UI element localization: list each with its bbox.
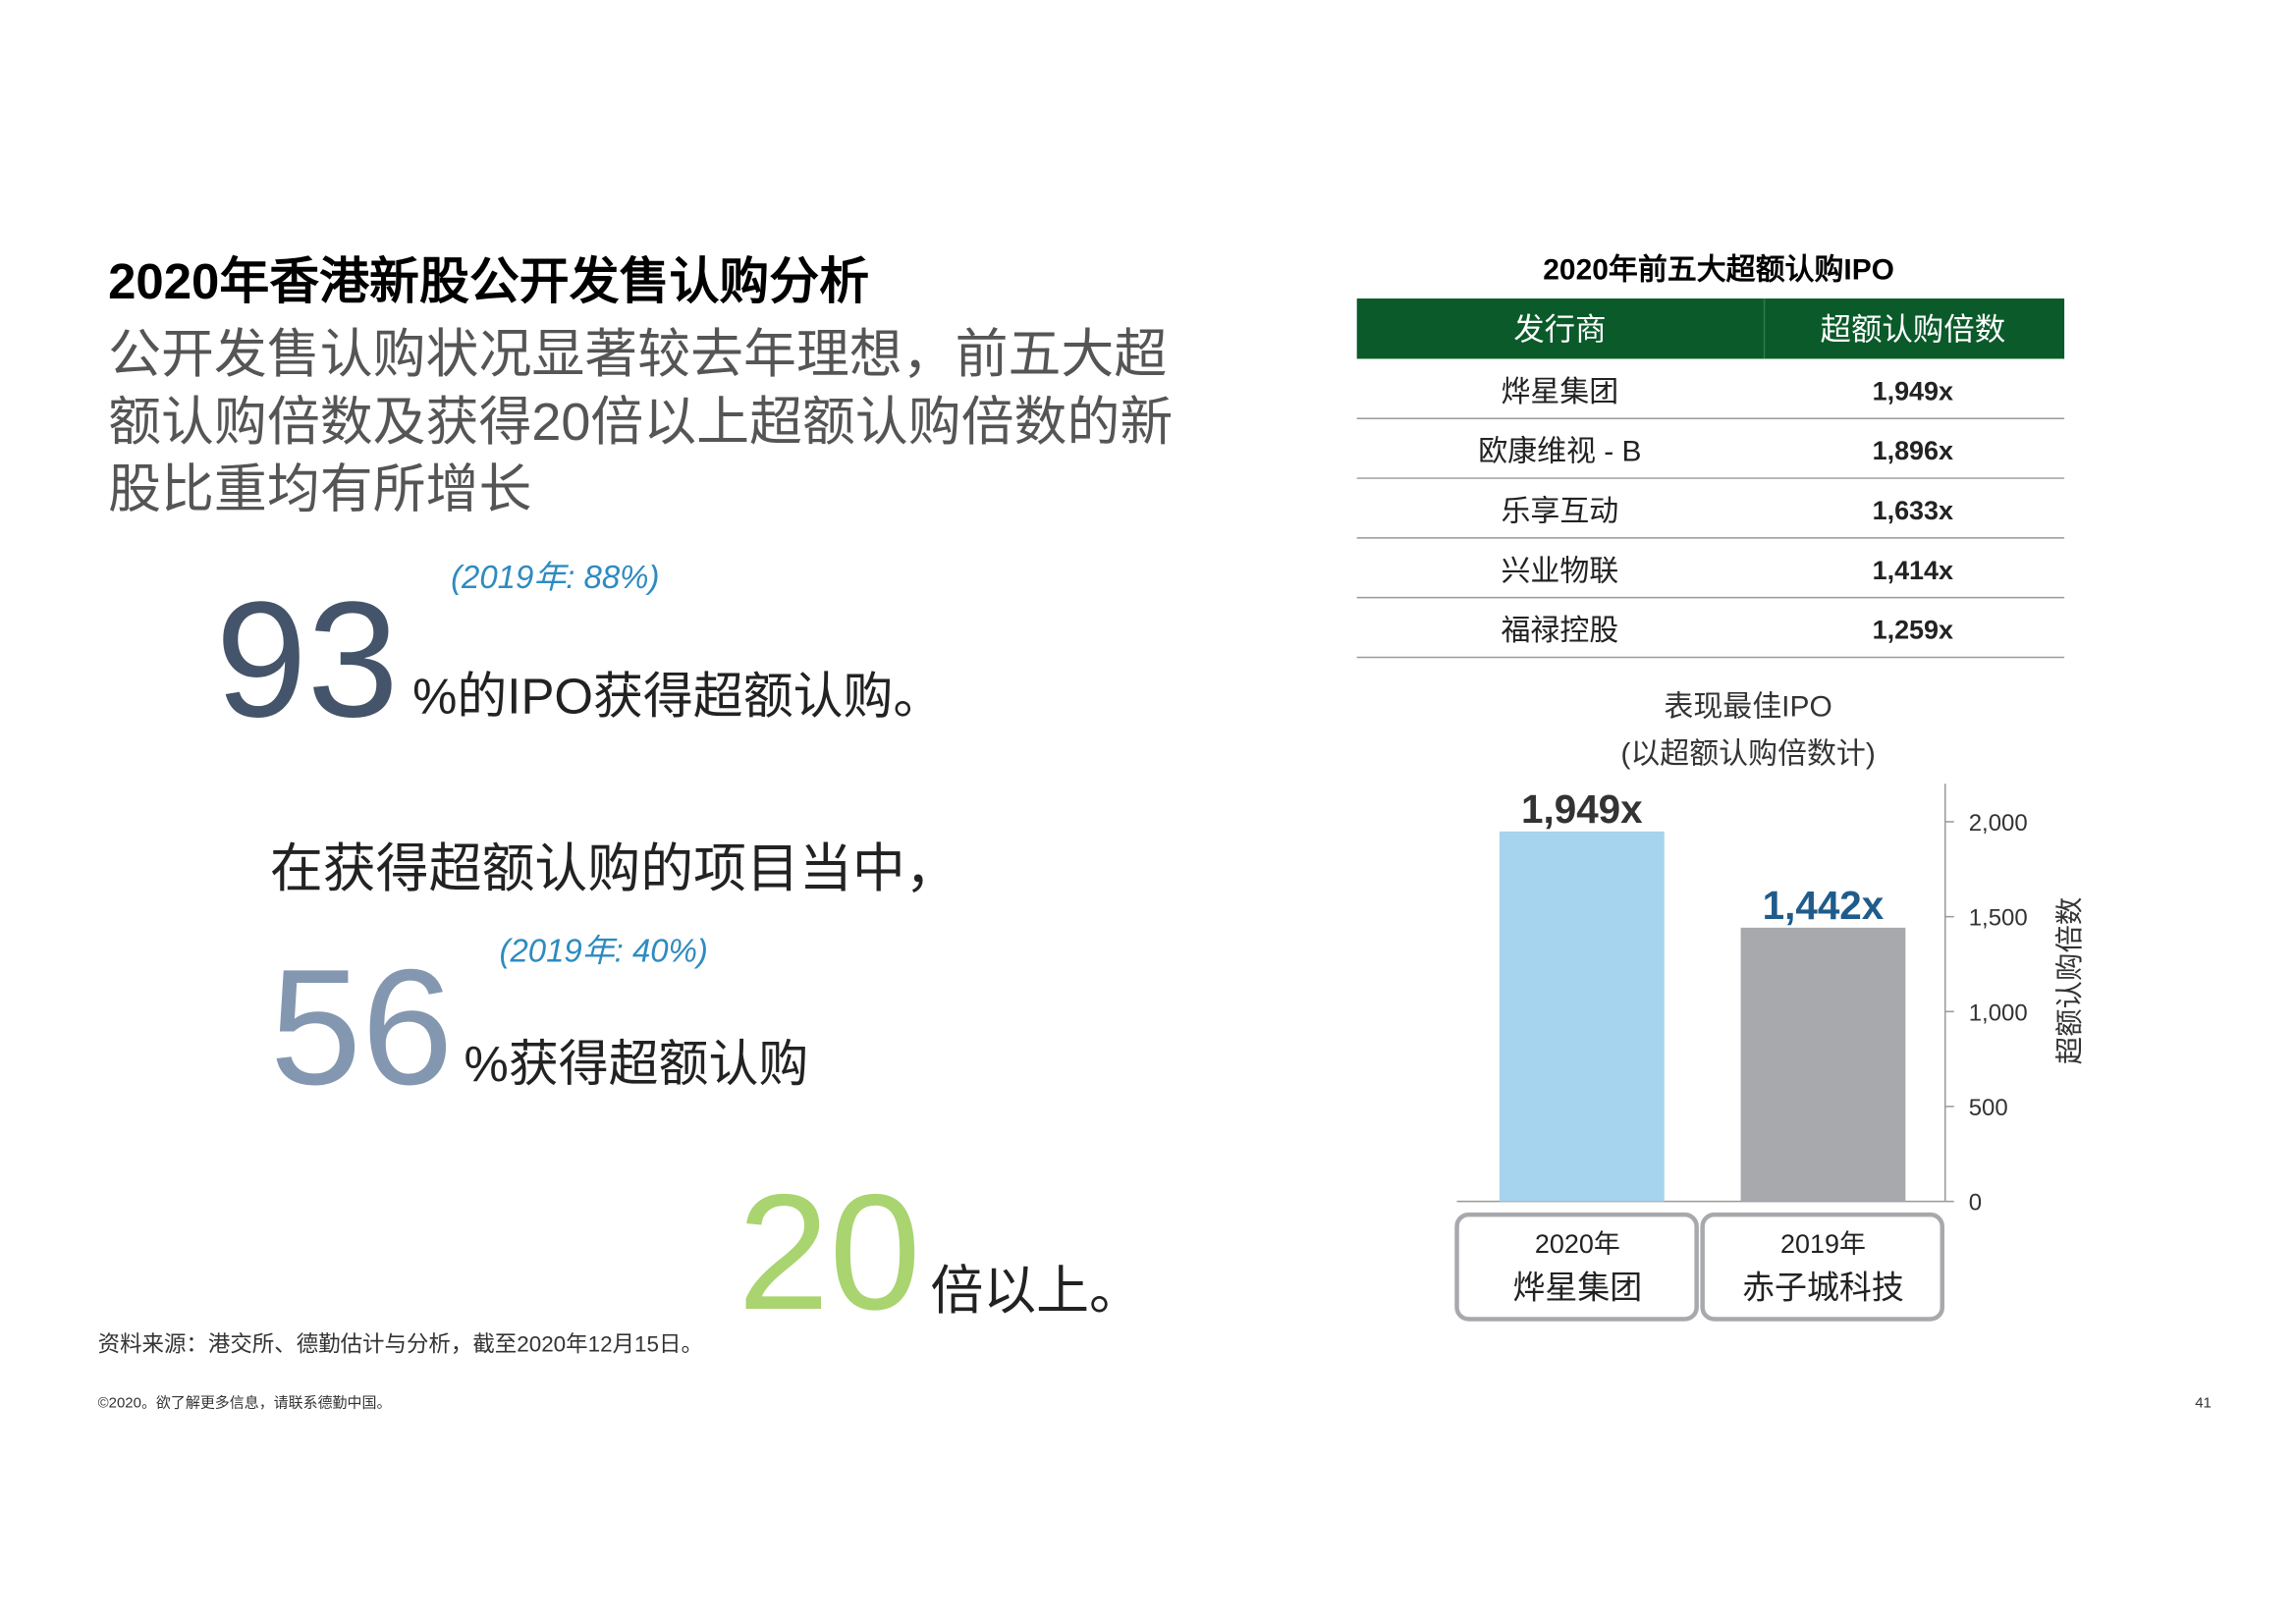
subtitle-line: 股比重均有所增长 xyxy=(108,460,531,519)
category-box xyxy=(1454,1212,1699,1322)
bar-chart: 表现最佳IPO (以超额认购倍数计) 0 500 1,000 1,500 2,000 超额认购… xyxy=(1454,690,2086,1322)
title: 2020年香港新股公开发售认购分析 xyxy=(108,253,869,309)
issuer: 福禄控股 xyxy=(1501,615,1618,647)
prior-year: (2019年: 40%) xyxy=(499,933,707,969)
page-number: 41 xyxy=(2195,1394,2212,1411)
bar xyxy=(1740,927,1906,1202)
y-tick-label: 1,500 xyxy=(1969,905,2028,932)
issuer: 欧康维视 - B xyxy=(1478,436,1641,468)
category-label: 烨星集团 xyxy=(1512,1269,1642,1305)
y-tick-label: 1,000 xyxy=(1969,1000,2028,1026)
stat-number: 56 xyxy=(270,935,454,1119)
multiple: 1,259x xyxy=(1873,616,1953,645)
chart-title: (以超额认购倍数计) xyxy=(1620,737,1875,770)
chart-title: 表现最佳IPO xyxy=(1664,690,1831,723)
table-body: 烨星集团 1,949x 欧康维视 - B 1,896x 乐享互动 1,633x 兴业物联 1,… xyxy=(1356,376,2065,659)
stat-intro: 在获得超额认购的项目当中， xyxy=(270,839,958,898)
stat-text: %的IPO获得超额认购。 xyxy=(412,668,943,724)
table-header: 超额认购倍数 xyxy=(1821,312,2006,347)
y-tick-label: 0 xyxy=(1969,1190,1982,1216)
stat-text: 倍以上。 xyxy=(930,1262,1142,1321)
category-box xyxy=(1700,1212,1945,1322)
y-tick-label: 500 xyxy=(1969,1095,2008,1121)
table-title: 2020年前五大超额认购IPO xyxy=(1543,254,1894,287)
stat-text: %获得超额认购 xyxy=(465,1036,809,1092)
subtitle-line: 公开发售认购状况显著较去年理想，前五大超 xyxy=(108,325,1167,384)
stat-number: 20 xyxy=(738,1160,921,1344)
multiple: 1,414x xyxy=(1873,556,1953,585)
table-header: 发行商 xyxy=(1513,312,1606,347)
y-tick-label: 2,000 xyxy=(1969,810,2028,837)
category-label: 赤子城科技 xyxy=(1742,1269,1904,1305)
issuer: 乐享互动 xyxy=(1501,495,1618,527)
footer: ©2020。欲了解更多信息，请联系德勤中国。 xyxy=(98,1393,392,1411)
issuer: 兴业物联 xyxy=(1501,555,1618,587)
stat-number: 93 xyxy=(215,567,399,751)
value-label: 1,949x xyxy=(1521,786,1643,832)
source: 资料来源：港交所、德勤估计与分析，截至2020年12月15日。 xyxy=(98,1331,703,1356)
multiple: 1,949x xyxy=(1873,376,1953,406)
multiple: 1,633x xyxy=(1873,496,1953,525)
bar xyxy=(1499,831,1665,1202)
y-axis-label: 超额认购倍数 xyxy=(2054,897,2086,1065)
prior-year: (2019年: 88%) xyxy=(451,559,659,595)
table-header-bg xyxy=(1356,298,2065,359)
issuer: 烨星集团 xyxy=(1501,376,1618,408)
subtitle-line: 额认购倍数及获得20倍以上超额认购倍数的新 xyxy=(108,393,1173,452)
category-year: 2020年 xyxy=(1535,1229,1620,1259)
multiple: 1,896x xyxy=(1873,436,1953,465)
value-label: 1,442x xyxy=(1763,883,1885,928)
category-year: 2019年 xyxy=(1780,1229,1866,1259)
